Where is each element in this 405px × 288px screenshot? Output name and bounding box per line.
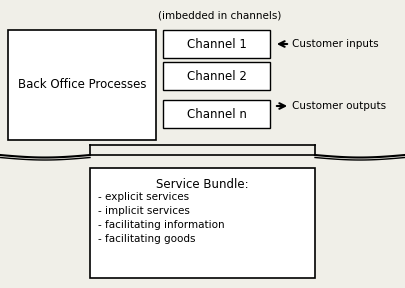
Text: - facilitating information: - facilitating information: [98, 220, 225, 230]
Text: Channel n: Channel n: [187, 107, 246, 120]
Bar: [163, 62, 270, 90]
Text: - explicit services: - explicit services: [98, 192, 189, 202]
Text: (imbedded in channels): (imbedded in channels): [158, 10, 282, 20]
Text: Back Office Processes: Back Office Processes: [18, 79, 146, 92]
Text: Service Bundle:: Service Bundle:: [156, 178, 249, 191]
Text: - facilitating goods: - facilitating goods: [98, 234, 196, 244]
Text: Channel 1: Channel 1: [187, 37, 246, 50]
Bar: [90, 168, 315, 278]
Text: Customer inputs: Customer inputs: [292, 39, 379, 49]
Text: Customer outputs: Customer outputs: [292, 101, 386, 111]
Text: Channel 2: Channel 2: [187, 69, 246, 82]
Text: - implicit services: - implicit services: [98, 206, 190, 216]
Bar: [8, 30, 156, 140]
Bar: [163, 100, 270, 128]
Bar: [163, 30, 270, 58]
